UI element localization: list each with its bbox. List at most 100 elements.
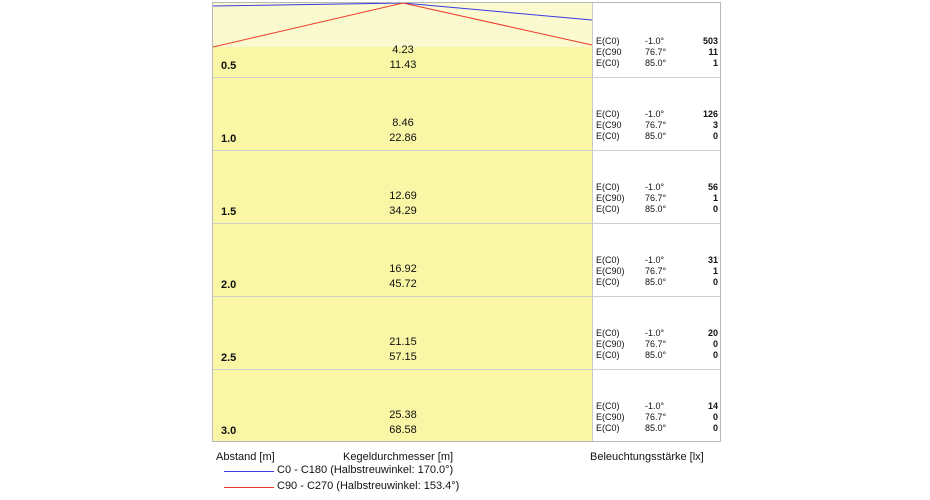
illuminance-plane: E(C0) [596,401,620,411]
illuminance-plane: E(C0) [596,255,620,265]
c90-c270-beam-line [213,3,593,48]
legend-swatch-red [224,487,274,488]
illuminance-angle: -1.0° [645,401,665,411]
illuminance-value: 0 [712,350,718,360]
illuminance-angle: 76.7° [645,120,667,130]
cone-diagram: 0.5 4.23 11.43 E(C0) -1.0° 503 E(C90 76.7° 11 E(C… [212,2,721,442]
illuminance-value: 0 [712,131,718,141]
illuminance-row: E(C0) 85.0° 0 [596,131,718,142]
illuminance-plane: E(C0) [596,36,620,46]
cone-diameter-c90: 45.72 [389,278,417,290]
cone-diameter-c90: 34.29 [389,205,417,217]
illuminance-row: E(C0) -1.0° 503 [596,36,718,47]
illuminance-row: E(C0) 85.0° 0 [596,350,718,361]
illuminance-plane: E(C0) [596,109,620,119]
illuminance-plane: E(C90) [596,412,625,422]
illuminance-plane: E(C90) [596,339,625,349]
illuminance-value: 0 [712,412,718,422]
illuminance-row: E(C0) -1.0° 56 [596,182,718,193]
illuminance-row: E(C90) 76.7° 0 [596,339,718,350]
illuminance-row: E(C90) 76.7° 0 [596,412,718,423]
illuminance-angle: -1.0° [645,328,665,338]
illuminance-angle: 76.7° [645,412,667,422]
illuminance-axis-label: Beleuchtungsstärke [lx] [590,451,704,463]
illuminance-row: E(C90) 76.7° 1 [596,193,718,204]
legend-swatch-blue [224,471,274,472]
diameter-axis-label: Kegeldurchmesser [m] [343,451,454,463]
illuminance-row: E(C0) -1.0° 20 [596,328,718,339]
distance-label: 2.0 [221,279,237,291]
cone-right-border [592,3,593,441]
illuminance-row: E(C0) 85.0° 0 [596,204,718,215]
cone-diameter-c90: 11.43 [389,59,417,71]
distance-label: 1.5 [221,206,237,218]
illuminance-row: E(C90 76.7° 3 [596,120,718,131]
distance-label: 3.0 [221,425,237,437]
illuminance-plane: E(C90) [596,193,625,203]
illuminance-block: E(C0) -1.0° 126 E(C90 76.7° 3 E(C0) 85.0° 0 [596,109,718,142]
illuminance-angle: 85.0° [645,204,667,214]
illuminance-plane: E(C0) [596,58,620,68]
distance-label: 1.0 [221,133,237,145]
illuminance-value: 20 [707,328,718,338]
cone-diameter-c0: 12.69 [389,190,417,202]
illuminance-value: 11 [708,47,718,57]
illuminance-block: E(C0) -1.0° 56 E(C90) 76.7° 1 E(C0) 85.0° 0 [596,182,718,215]
cone-area [213,3,592,441]
illuminance-row: E(C0) -1.0° 14 [596,401,718,412]
cone-diameter-c90: 57.15 [389,351,417,363]
illuminance-plane: E(C0) [596,423,620,433]
illuminance-angle: 85.0° [645,131,667,141]
illuminance-value: 1 [712,266,718,276]
illuminance-value: 14 [707,401,718,411]
illuminance-value: 56 [707,182,718,192]
illuminance-plane: E(C0) [596,350,620,360]
illuminance-row: E(C0) 85.0° 0 [596,277,718,288]
illuminance-angle: 85.0° [645,58,667,68]
illuminance-value: 503 [702,36,718,46]
legend-label: C90 - C270 (Halbstreuwinkel: 153.4°) [277,480,460,492]
illuminance-value: 0 [712,204,718,214]
illuminance-plane: E(C0) [596,204,620,214]
illuminance-angle: -1.0° [645,255,665,265]
illuminance-plane: E(C90 [596,47,622,57]
illuminance-angle: -1.0° [645,109,665,119]
cone-diameter-c0: 16.92 [389,263,417,275]
cone-diameter-c90: 22.86 [389,132,417,144]
illuminance-angle: 76.7° [645,339,667,349]
illuminance-row: E(C0) -1.0° 31 [596,255,718,266]
illuminance-plane: E(C0) [596,328,620,338]
cone-diameter-c0: 8.46 [392,117,414,129]
row-divider [213,296,720,297]
distance-label: 2.5 [221,352,237,364]
illuminance-angle: 76.7° [645,47,667,57]
cone-diameter-c0: 4.23 [392,44,414,56]
cone-beam-lines [213,3,593,48]
distance-axis-label: Abstand [m] [216,451,275,463]
illuminance-angle: 76.7° [645,193,667,203]
illuminance-block: E(C0) -1.0° 31 E(C90) 76.7° 1 E(C0) 85.0° 0 [596,255,718,288]
illuminance-plane: E(C0) [596,277,620,287]
illuminance-block: E(C0) -1.0° 503 E(C90 76.7° 11 E(C0) 85.0° 1 [596,36,718,69]
row-divider [213,369,720,370]
row-divider [213,223,720,224]
illuminance-angle: 85.0° [645,423,667,433]
cone-diameter-c0: 25.38 [389,409,417,421]
illuminance-angle: 76.7° [645,266,667,276]
row-divider [213,150,720,151]
illuminance-value: 0 [712,423,718,433]
illuminance-plane: E(C90) [596,266,625,276]
illuminance-plane: E(C90 [596,120,622,130]
legend-label: C0 - C180 (Halbstreuwinkel: 170.0°) [277,464,454,476]
illuminance-angle: 85.0° [645,277,667,287]
illuminance-value: 0 [712,339,718,349]
row-divider [213,77,720,78]
illuminance-plane: E(C0) [596,182,620,192]
illuminance-value: 1 [712,193,718,203]
illuminance-plane: E(C0) [596,131,620,141]
illuminance-row: E(C90 76.7° 11 [596,47,718,58]
illuminance-value: 126 [702,109,718,119]
illuminance-row: E(C0) 85.0° 0 [596,423,718,434]
illuminance-block: E(C0) -1.0° 20 E(C90) 76.7° 0 E(C0) 85.0° 0 [596,328,718,361]
illuminance-row: E(C90) 76.7° 1 [596,266,718,277]
